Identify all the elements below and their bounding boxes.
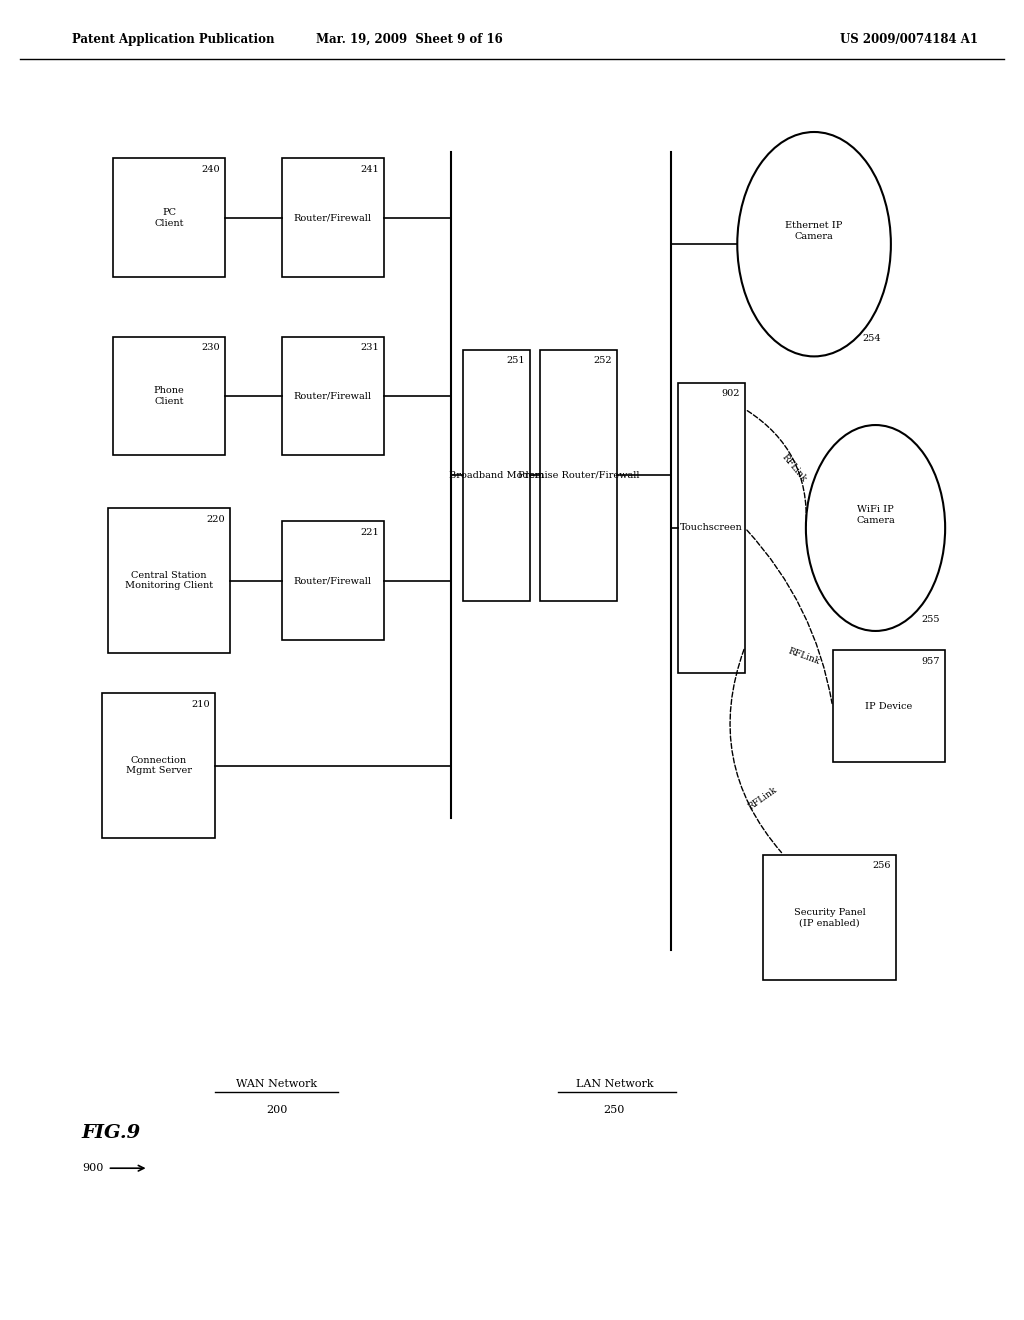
Text: 231: 231 — [360, 343, 379, 352]
Text: RFLink: RFLink — [786, 645, 821, 667]
Text: RFLink: RFLink — [746, 785, 779, 812]
Text: 230: 230 — [202, 343, 220, 352]
Text: Ethernet IP
Camera: Ethernet IP Camera — [785, 222, 843, 240]
FancyBboxPatch shape — [541, 350, 616, 601]
Text: 221: 221 — [360, 528, 379, 537]
Text: 250: 250 — [604, 1105, 625, 1115]
Text: WAN Network: WAN Network — [236, 1078, 317, 1089]
Text: 252: 252 — [593, 356, 611, 366]
Text: FIG.9: FIG.9 — [82, 1123, 141, 1142]
Text: 255: 255 — [922, 615, 940, 624]
Text: 200: 200 — [266, 1105, 287, 1115]
Text: Broadband Modem: Broadband Modem — [450, 471, 544, 479]
FancyBboxPatch shape — [282, 337, 384, 455]
Text: 254: 254 — [862, 334, 881, 343]
Text: 210: 210 — [191, 700, 210, 709]
Text: WiFi IP
Camera: WiFi IP Camera — [856, 506, 895, 524]
Text: Mar. 19, 2009  Sheet 9 of 16: Mar. 19, 2009 Sheet 9 of 16 — [316, 33, 503, 46]
Text: PC
Client: PC Client — [155, 209, 183, 227]
Text: Router/Firewall: Router/Firewall — [294, 392, 372, 400]
Text: 900: 900 — [82, 1163, 103, 1173]
Text: Security Panel
(IP enabled): Security Panel (IP enabled) — [794, 908, 865, 927]
Text: Touchscreen: Touchscreen — [680, 524, 743, 532]
Ellipse shape — [737, 132, 891, 356]
Text: Router/Firewall: Router/Firewall — [294, 577, 372, 585]
FancyBboxPatch shape — [678, 383, 745, 673]
Text: Central Station
Monitoring Client: Central Station Monitoring Client — [125, 572, 213, 590]
Text: 957: 957 — [922, 656, 940, 665]
Text: Phone
Client: Phone Client — [154, 387, 184, 405]
FancyBboxPatch shape — [833, 649, 945, 762]
Text: 256: 256 — [872, 862, 891, 870]
Text: Patent Application Publication: Patent Application Publication — [72, 33, 274, 46]
Text: Router/Firewall: Router/Firewall — [294, 214, 372, 222]
Text: US 2009/0074184 A1: US 2009/0074184 A1 — [840, 33, 978, 46]
Text: Connection
Mgmt Server: Connection Mgmt Server — [126, 756, 191, 775]
FancyBboxPatch shape — [102, 693, 215, 838]
Text: IP Device: IP Device — [865, 702, 912, 710]
FancyBboxPatch shape — [113, 158, 225, 277]
Text: RFLink: RFLink — [779, 453, 808, 484]
FancyBboxPatch shape — [463, 350, 530, 601]
FancyBboxPatch shape — [113, 337, 225, 455]
Text: 251: 251 — [506, 356, 524, 366]
Text: Premise Router/Firewall: Premise Router/Firewall — [518, 471, 639, 479]
Text: 240: 240 — [202, 165, 220, 174]
FancyBboxPatch shape — [282, 521, 384, 640]
FancyBboxPatch shape — [282, 158, 384, 277]
FancyBboxPatch shape — [763, 855, 896, 979]
Text: 241: 241 — [360, 165, 379, 174]
Text: 220: 220 — [207, 515, 225, 524]
Text: LAN Network: LAN Network — [575, 1078, 653, 1089]
Ellipse shape — [806, 425, 945, 631]
FancyBboxPatch shape — [108, 508, 230, 653]
Text: 902: 902 — [721, 389, 739, 399]
